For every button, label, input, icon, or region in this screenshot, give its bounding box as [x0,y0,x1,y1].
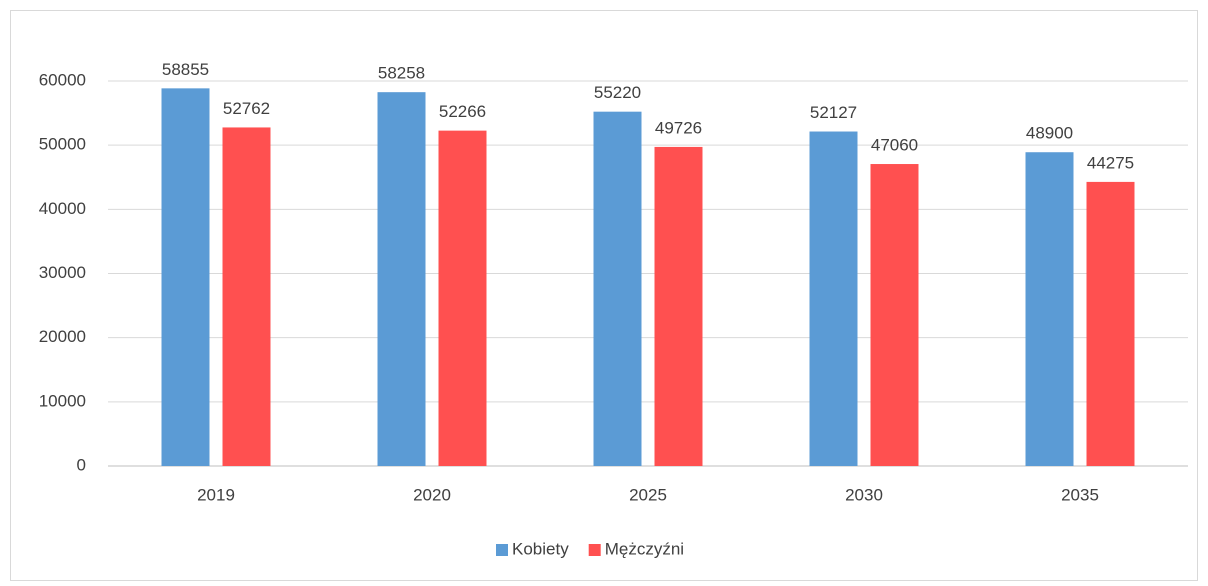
x-tick-label: 2020 [413,485,451,504]
y-tick-label: 40000 [39,199,86,218]
data-label: 44275 [1087,153,1134,172]
legend-label: Mężczyźni [605,539,684,558]
data-label: 55220 [594,83,641,102]
y-tick-label: 50000 [39,135,86,154]
bar [870,164,919,466]
bar [1025,152,1074,466]
y-tick-label: 0 [77,455,86,474]
legend-swatch [496,544,508,556]
legend-label: Kobiety [512,539,569,558]
data-label: 58258 [378,64,425,83]
y-tick-label: 30000 [39,263,86,282]
bar [809,131,858,466]
bar [1086,181,1135,466]
x-tick-label: 2019 [197,485,235,504]
bar [593,111,642,467]
y-tick-label: 20000 [39,327,86,346]
data-label: 47060 [871,136,918,155]
bar [654,146,703,466]
y-tick-label: 60000 [39,70,86,89]
bar [161,88,210,467]
data-label: 52127 [810,103,857,122]
x-tick-label: 2035 [1061,485,1099,504]
data-label: 58855 [162,60,209,79]
bar [222,127,271,466]
legend-swatch [588,544,601,556]
data-label: 49726 [655,118,702,137]
data-label: 52266 [439,102,486,121]
x-tick-label: 2025 [629,485,667,504]
x-tick-label: 2030 [845,485,883,504]
data-label: 48900 [1026,124,1073,143]
data-label: 52762 [223,99,270,118]
bar [438,130,487,466]
y-tick-label: 10000 [39,391,86,410]
bar [377,92,426,467]
